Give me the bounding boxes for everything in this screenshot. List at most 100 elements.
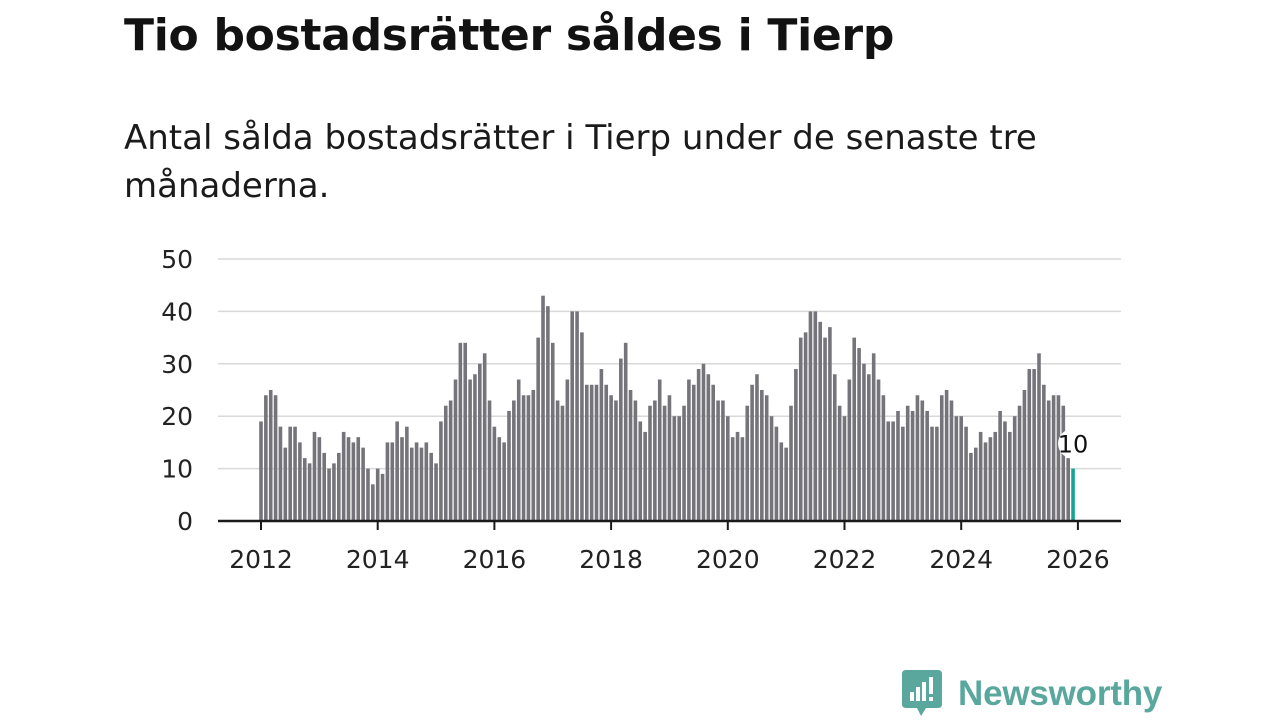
bar bbox=[332, 463, 336, 521]
bar bbox=[482, 353, 487, 521]
bar bbox=[774, 426, 779, 521]
bar bbox=[823, 337, 827, 521]
bar bbox=[580, 332, 584, 521]
bar bbox=[1032, 369, 1036, 521]
bar bbox=[434, 463, 438, 521]
bar bbox=[531, 390, 536, 521]
bar bbox=[599, 369, 604, 521]
bar bbox=[653, 400, 657, 521]
bar bbox=[375, 468, 380, 521]
highlight-label: 10 bbox=[1058, 431, 1089, 459]
bar bbox=[536, 337, 540, 521]
bar bbox=[521, 395, 526, 521]
bar bbox=[648, 405, 652, 521]
bar bbox=[1008, 431, 1012, 521]
y-tick-label: 30 bbox=[161, 350, 193, 379]
bar bbox=[487, 400, 492, 521]
bar bbox=[492, 426, 497, 521]
bar bbox=[1003, 421, 1007, 521]
y-tick-label: 20 bbox=[161, 402, 193, 431]
bar bbox=[973, 447, 978, 521]
bar bbox=[594, 384, 599, 521]
bar bbox=[385, 442, 390, 521]
bar bbox=[832, 374, 837, 521]
bar bbox=[550, 342, 555, 521]
bar bbox=[337, 452, 341, 521]
bar bbox=[691, 384, 696, 521]
bar bbox=[278, 426, 283, 521]
bar bbox=[847, 379, 852, 521]
bar bbox=[716, 400, 720, 521]
bar bbox=[944, 390, 949, 521]
bar bbox=[706, 374, 711, 521]
y-tick-label: 40 bbox=[161, 297, 193, 326]
bar bbox=[516, 379, 521, 521]
bar bbox=[453, 379, 458, 521]
bar bbox=[667, 395, 672, 521]
highlight-label-background bbox=[1058, 428, 1089, 459]
bar bbox=[390, 442, 395, 521]
bar bbox=[993, 431, 998, 521]
bar bbox=[813, 311, 818, 521]
bar bbox=[473, 374, 477, 521]
bar bbox=[915, 395, 920, 521]
bar bbox=[560, 405, 565, 521]
bar bbox=[925, 410, 929, 521]
bar bbox=[1046, 400, 1051, 521]
bar bbox=[1042, 384, 1046, 521]
bar bbox=[478, 363, 482, 521]
bar bbox=[312, 431, 317, 521]
bar bbox=[983, 442, 988, 521]
bar bbox=[439, 421, 443, 521]
bar bbox=[589, 384, 594, 521]
x-tick-label: 2024 bbox=[929, 545, 993, 574]
bar bbox=[867, 374, 871, 521]
bar bbox=[857, 348, 861, 521]
bar bbox=[988, 437, 993, 521]
x-tick-label: 2026 bbox=[1046, 545, 1110, 574]
bar bbox=[356, 437, 361, 521]
bar bbox=[609, 395, 613, 521]
bar bbox=[910, 410, 915, 521]
bar bbox=[1027, 369, 1032, 521]
bar bbox=[400, 437, 404, 521]
bar bbox=[828, 327, 832, 521]
bar bbox=[546, 306, 550, 521]
bar bbox=[414, 442, 419, 521]
chart-subtitle: Antal sålda bostadsrätter i Tierp under … bbox=[124, 118, 1037, 206]
bar bbox=[1061, 405, 1066, 521]
bar bbox=[502, 442, 506, 521]
bar bbox=[468, 379, 472, 521]
x-tick-label: 2022 bbox=[813, 545, 877, 574]
bar bbox=[862, 363, 866, 521]
bar bbox=[930, 426, 934, 521]
bar bbox=[346, 437, 351, 521]
bar bbox=[721, 400, 725, 521]
bar bbox=[1056, 395, 1061, 521]
bar-chart: 0 10 20 30 40 50 2012 2014 2016 2018 2020 2022 2024… bbox=[161, 245, 1121, 574]
bar bbox=[808, 311, 813, 521]
bar bbox=[842, 416, 847, 521]
bar bbox=[978, 431, 983, 521]
bar bbox=[701, 363, 706, 521]
bar bbox=[769, 416, 774, 521]
bar bbox=[283, 447, 288, 521]
bar bbox=[677, 416, 681, 521]
bar bbox=[969, 452, 973, 521]
x-tick-label: 2012 bbox=[229, 545, 293, 574]
bar bbox=[672, 416, 677, 521]
highlight-annotation: 10 bbox=[1058, 428, 1089, 459]
bar bbox=[643, 431, 647, 521]
bar bbox=[565, 379, 570, 521]
y-tick-label: 0 bbox=[177, 507, 193, 536]
bar bbox=[288, 426, 292, 521]
bar bbox=[419, 447, 424, 521]
bar bbox=[302, 458, 307, 521]
bar bbox=[429, 452, 433, 521]
bar bbox=[730, 437, 735, 521]
highlighted-bar bbox=[1071, 468, 1075, 521]
bar bbox=[755, 374, 759, 521]
y-tick-label: 10 bbox=[161, 455, 193, 484]
bar bbox=[619, 358, 623, 521]
y-axis-ticks: 0 10 20 30 40 50 bbox=[161, 245, 193, 536]
